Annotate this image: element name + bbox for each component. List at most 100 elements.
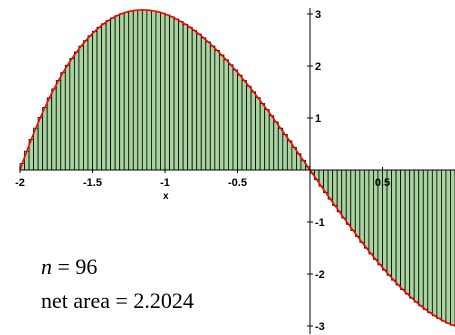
riemann-bar xyxy=(237,74,243,171)
riemann-bar xyxy=(404,169,411,295)
riemann-bar xyxy=(413,169,420,303)
riemann-bar xyxy=(69,57,75,171)
x-tick-label: -1.5 xyxy=(83,177,102,189)
annotation-n-value: = 96 xyxy=(52,254,98,279)
riemann-bar xyxy=(391,169,397,281)
riemann-bar xyxy=(105,20,112,171)
riemann-bar xyxy=(436,169,442,319)
riemann-bar xyxy=(42,107,48,171)
riemann-bar xyxy=(350,169,356,231)
riemann-bar xyxy=(78,45,84,171)
riemann-bar xyxy=(146,9,152,171)
riemann-bar xyxy=(46,97,53,171)
x-tick-label: 0.5 xyxy=(375,177,390,189)
riemann-bar xyxy=(395,169,402,286)
riemann-bar xyxy=(37,117,44,171)
riemann-bar xyxy=(400,169,406,290)
x-tick-label: -1 xyxy=(160,177,170,189)
riemann-bar xyxy=(286,140,293,171)
riemann-bar xyxy=(409,169,415,299)
riemann-bar xyxy=(141,9,148,171)
riemann-bar xyxy=(60,72,66,171)
riemann-bar xyxy=(55,80,62,171)
riemann-bar xyxy=(273,121,279,171)
riemann-bar xyxy=(83,40,89,171)
riemann-bar xyxy=(427,169,433,314)
riemann-bar xyxy=(363,169,370,249)
y-tick-label: -2 xyxy=(315,269,325,281)
riemann-bar xyxy=(132,9,139,171)
y-tick-label: -3 xyxy=(315,321,325,333)
riemann-bar xyxy=(123,11,130,171)
riemann-bar xyxy=(241,80,247,171)
riemann-bar xyxy=(431,169,438,317)
riemann-bar xyxy=(223,59,229,171)
riemann-bar xyxy=(228,64,234,171)
riemann-bar xyxy=(119,13,125,171)
riemann-bar xyxy=(137,9,143,171)
riemann-bar xyxy=(187,26,193,171)
riemann-bar xyxy=(209,45,216,171)
riemann-bar xyxy=(418,169,424,307)
riemann-bar xyxy=(169,16,175,171)
riemann-bar xyxy=(101,23,107,171)
riemann-bar xyxy=(164,14,170,171)
riemann-bar xyxy=(151,10,157,171)
riemann-bar xyxy=(73,51,80,171)
riemann-bar xyxy=(445,169,451,324)
riemann-bar xyxy=(422,169,429,310)
riemann-bar xyxy=(87,35,93,171)
riemann-bar xyxy=(182,23,189,171)
riemann-bar xyxy=(160,12,166,171)
riemann-bar xyxy=(96,26,102,171)
riemann-bar xyxy=(64,64,71,171)
y-tick-label: 3 xyxy=(315,9,321,21)
riemann-bar xyxy=(359,169,365,243)
riemann-bar xyxy=(200,37,207,171)
riemann-bar xyxy=(441,169,447,322)
riemann-bar xyxy=(368,169,374,255)
function-curve xyxy=(19,9,455,327)
riemann-bar xyxy=(341,169,347,219)
riemann-bar xyxy=(264,109,270,171)
riemann-bar xyxy=(327,169,334,200)
riemann-bar xyxy=(178,21,184,171)
annotation-net-area: net area = 2.2024 xyxy=(41,288,194,313)
riemann-bar xyxy=(332,169,338,206)
riemann-bar xyxy=(246,85,252,171)
x-ticks: -2 -1.5 -1 -0.5 0.5 xyxy=(15,167,390,189)
riemann-bar xyxy=(277,127,284,171)
riemann-bar xyxy=(345,169,352,225)
riemann-bar xyxy=(51,88,57,171)
riemann-bar xyxy=(205,41,211,171)
riemann-bar xyxy=(214,50,220,171)
riemann-bar xyxy=(114,15,121,171)
riemann-bar xyxy=(128,10,134,171)
riemann-bar xyxy=(218,54,225,171)
riemann-bar xyxy=(33,127,39,171)
y-tick-label: 2 xyxy=(315,61,321,73)
riemann-bar xyxy=(191,30,198,171)
riemann-bar xyxy=(250,91,257,171)
riemann-bar xyxy=(336,169,343,213)
riemann-bar xyxy=(259,103,266,171)
y-ticks: 3 2 1 -1 -2 -3 xyxy=(307,9,325,333)
y-tick-label: -1 xyxy=(315,217,325,229)
x-axis-title: x xyxy=(163,191,169,202)
x-tick-label: -0.5 xyxy=(228,177,247,189)
annotation-n: n = 96 xyxy=(41,256,97,278)
riemann-bar xyxy=(354,169,361,237)
riemann-bar xyxy=(255,97,261,171)
annotation-n-variable: n xyxy=(41,254,52,279)
y-tick-label: 1 xyxy=(315,113,321,125)
x-tick-label: -2 xyxy=(15,177,25,189)
function-curve-layer xyxy=(19,9,455,327)
riemann-bar xyxy=(110,17,116,171)
riemann-bar xyxy=(173,18,179,171)
riemann-bar xyxy=(450,169,455,326)
riemann-bar xyxy=(155,11,161,171)
riemann-bar xyxy=(232,69,238,171)
riemann-bar xyxy=(92,30,98,171)
riemann-bar xyxy=(196,33,202,171)
